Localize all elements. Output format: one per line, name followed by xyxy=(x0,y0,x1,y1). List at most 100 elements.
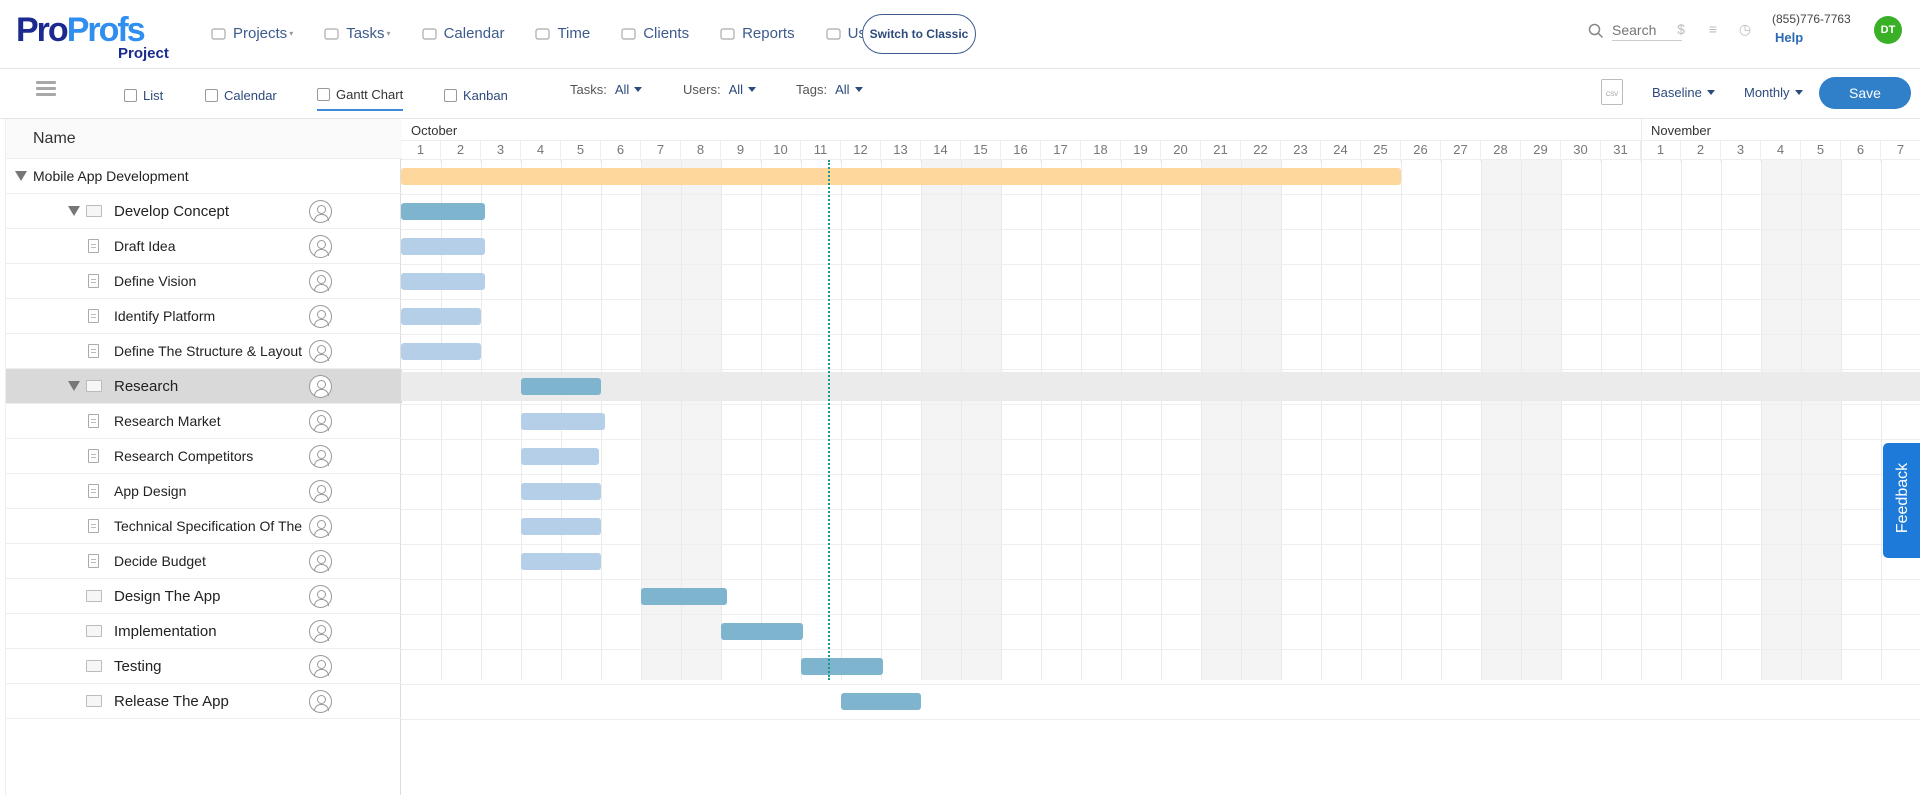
proprofs-logo[interactable]: ProProfs Project xyxy=(16,11,169,62)
tab-list[interactable]: List xyxy=(124,79,163,111)
day-gridline xyxy=(1641,160,1642,680)
task-name[interactable]: Research Competitors xyxy=(114,448,254,464)
collapse-toggle-icon[interactable] xyxy=(68,381,80,391)
save-button[interactable]: Save xyxy=(1819,77,1911,109)
assign-user-icon[interactable] xyxy=(309,305,332,328)
help-link[interactable]: Help xyxy=(1775,30,1804,45)
day-gridline xyxy=(1121,160,1122,680)
task-name[interactable]: Define Vision xyxy=(114,273,197,289)
task-bar[interactable] xyxy=(401,273,485,290)
nav-clients[interactable]: Clients xyxy=(620,25,689,42)
nav-time[interactable]: Time xyxy=(534,25,590,42)
task-bar[interactable] xyxy=(521,413,605,430)
collapse-toggle-icon[interactable] xyxy=(68,206,80,216)
task-row[interactable]: Design The App xyxy=(6,579,402,614)
timer-icon[interactable]: ◷ xyxy=(1738,21,1752,37)
assign-user-icon[interactable] xyxy=(309,375,332,398)
task-bar[interactable] xyxy=(521,518,601,535)
task-name[interactable]: Define The Structure & Layout c xyxy=(114,343,306,359)
assign-user-icon[interactable] xyxy=(309,515,332,538)
tasks-filter[interactable]: Tasks: All xyxy=(570,82,643,97)
assign-user-icon[interactable] xyxy=(309,270,332,293)
tab-calendar[interactable]: Calendar xyxy=(205,79,277,111)
task-bar[interactable] xyxy=(721,623,803,640)
baseline-dropdown[interactable]: Baseline xyxy=(1652,85,1715,100)
task-name[interactable]: Implementation xyxy=(114,623,217,640)
csv-export-icon[interactable]: CSV xyxy=(1601,79,1623,105)
nav-tasks[interactable]: Tasks ▾ xyxy=(323,25,391,42)
search-icon xyxy=(1588,23,1604,38)
switch-to-classic-button[interactable]: Switch to Classic xyxy=(862,14,976,54)
task-bar[interactable] xyxy=(521,553,601,570)
assign-user-icon[interactable] xyxy=(309,235,332,258)
task-row[interactable]: Identify Platform xyxy=(6,299,402,334)
task-name[interactable]: Research Market xyxy=(114,413,221,429)
collapse-toggle-icon[interactable] xyxy=(15,171,27,181)
task-row[interactable]: Technical Specification Of The xyxy=(6,509,402,544)
tags-filter[interactable]: Tags: All xyxy=(796,82,863,97)
row-gridline xyxy=(401,369,1920,370)
assign-user-icon[interactable] xyxy=(309,550,332,573)
task-bar[interactable] xyxy=(521,483,601,500)
task-row[interactable]: Research Market xyxy=(6,404,402,439)
user-avatar[interactable]: DT xyxy=(1874,16,1902,44)
task-bar[interactable] xyxy=(521,378,601,395)
task-row[interactable]: Develop Concept xyxy=(6,194,402,229)
task-bar[interactable] xyxy=(641,588,727,605)
task-bar[interactable] xyxy=(401,238,485,255)
task-name[interactable]: Technical Specification Of The xyxy=(114,518,303,534)
task-row[interactable]: Implementation xyxy=(6,614,402,649)
task-row[interactable]: Research xyxy=(6,369,402,404)
task-row[interactable]: Release The App xyxy=(6,684,402,719)
assign-user-icon[interactable] xyxy=(309,410,332,433)
assign-user-icon[interactable] xyxy=(309,620,332,643)
search-box[interactable] xyxy=(1588,20,1682,41)
nav-reports[interactable]: Reports xyxy=(719,25,795,42)
task-row[interactable]: Research Competitors xyxy=(6,439,402,474)
period-dropdown[interactable]: Monthly xyxy=(1744,85,1803,100)
task-name[interactable]: Testing xyxy=(114,658,162,675)
task-row[interactable]: Testing xyxy=(6,649,402,684)
task-name[interactable]: Identify Platform xyxy=(114,308,216,324)
feedback-button[interactable]: Feedback xyxy=(1883,443,1920,558)
task-row[interactable]: App Design xyxy=(6,474,402,509)
task-bar[interactable] xyxy=(401,343,481,360)
assign-user-icon[interactable] xyxy=(309,585,332,608)
task-name[interactable]: Mobile App Development xyxy=(33,168,189,184)
assign-user-icon[interactable] xyxy=(309,340,332,363)
task-name[interactable]: Draft Idea xyxy=(114,238,176,254)
billing-icon[interactable]: $ xyxy=(1677,21,1685,37)
task-bar[interactable] xyxy=(401,308,481,325)
task-bar[interactable] xyxy=(841,693,921,710)
menu-toggle-icon[interactable] xyxy=(36,81,56,97)
task-row[interactable]: Draft Idea xyxy=(6,229,402,264)
users-filter[interactable]: Users: All xyxy=(683,82,757,97)
task-row[interactable]: Define The Structure & Layout c xyxy=(6,334,402,369)
task-row[interactable]: Decide Budget xyxy=(6,544,402,579)
task-name[interactable]: Research xyxy=(114,378,179,395)
task-name[interactable]: Decide Budget xyxy=(114,553,206,569)
tab-kanban[interactable]: Kanban xyxy=(444,79,508,111)
nav-projects[interactable]: Projects ▾ xyxy=(210,25,293,42)
task-row[interactable]: Mobile App Development xyxy=(6,159,402,194)
project-bar[interactable] xyxy=(401,168,1401,185)
nav-calendar[interactable]: Calendar xyxy=(421,25,504,42)
search-input[interactable] xyxy=(1612,20,1682,41)
task-bar[interactable] xyxy=(521,448,599,465)
assign-user-icon[interactable] xyxy=(309,200,332,223)
assign-user-icon[interactable] xyxy=(309,445,332,468)
assign-user-icon[interactable] xyxy=(309,690,332,713)
activity-icon[interactable]: ≡ xyxy=(1708,21,1718,37)
task-bar[interactable] xyxy=(801,658,883,675)
tab-gantt-chart[interactable]: Gantt Chart xyxy=(317,79,404,111)
task-name[interactable]: Develop Concept xyxy=(114,203,230,220)
task-row[interactable]: Define Vision xyxy=(6,264,402,299)
day-gridline xyxy=(1721,160,1722,680)
task-name[interactable]: Release The App xyxy=(114,693,229,710)
assign-user-icon[interactable] xyxy=(309,480,332,503)
task-name[interactable]: App Design xyxy=(114,483,187,499)
task-name[interactable]: Design The App xyxy=(114,588,221,605)
assign-user-icon[interactable] xyxy=(309,655,332,678)
name-column-header[interactable]: Name xyxy=(6,119,402,159)
task-bar[interactable] xyxy=(401,203,485,220)
